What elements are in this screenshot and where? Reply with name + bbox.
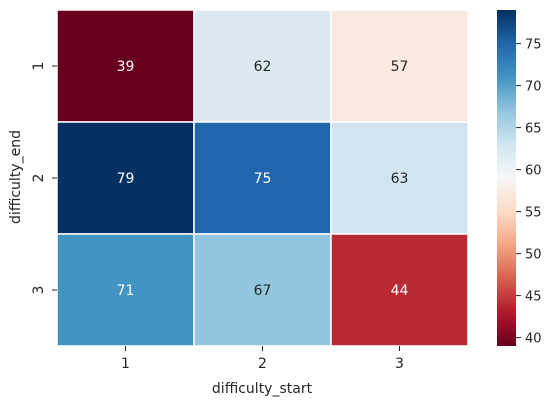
y-tick-label: 1 (31, 62, 47, 71)
colorbar-tick-label: 65 (525, 122, 542, 137)
cell-value-label: 71 (117, 283, 135, 299)
heatmap-cell-r1-c2 (193, 9, 332, 123)
cell-value-label: 39 (117, 59, 135, 75)
y-tick-label: 2 (31, 174, 47, 183)
x-tick-label: 2 (258, 356, 267, 372)
heatmap-cell-r2-c2 (193, 121, 332, 235)
colorbar-tick-label: 50 (525, 248, 542, 263)
x-tick-label: 3 (395, 356, 404, 372)
y-axis: 1 2 3 (31, 62, 57, 295)
colorbar-tick-label: 70 (525, 80, 542, 95)
heatmap-cells (56, 9, 469, 347)
cell-value-label: 57 (391, 59, 409, 75)
heatmap-cell-r3-c2 (193, 233, 332, 347)
colorbar-tick-label: 75 (525, 38, 542, 53)
cell-value-label: 44 (391, 283, 409, 299)
cell-value-label: 63 (391, 171, 409, 187)
heatmap-cell-r2-c3 (330, 121, 469, 235)
x-tick-label: 1 (121, 356, 130, 372)
x-axis: 1 2 3 (121, 346, 404, 372)
cell-value-label: 79 (117, 171, 135, 187)
heatmap-cell-r1-c1 (56, 9, 195, 123)
colorbar-tick-label: 60 (525, 164, 542, 179)
heatmap-cell-r1-c3 (330, 9, 469, 123)
colorbar-gradient (497, 10, 516, 346)
heatmap-cell-r2-c1 (56, 121, 195, 235)
cell-value-label: 75 (254, 171, 272, 187)
colorbar-tick-label: 55 (525, 206, 542, 221)
colorbar-tick-label: 45 (525, 290, 542, 305)
cell-value-label: 62 (254, 59, 272, 75)
cell-value-label: 67 (254, 283, 272, 299)
x-axis-label: difficulty_start (212, 381, 313, 397)
y-tick-label: 3 (31, 286, 47, 295)
y-axis-label: difficulty_end (8, 130, 24, 224)
colorbar-tick-label: 40 (525, 332, 542, 347)
colorbar: 40 45 50 55 60 65 70 75 (497, 10, 542, 347)
heatmap-cell-labels: 39 62 57 79 75 63 71 67 44 (117, 59, 409, 299)
